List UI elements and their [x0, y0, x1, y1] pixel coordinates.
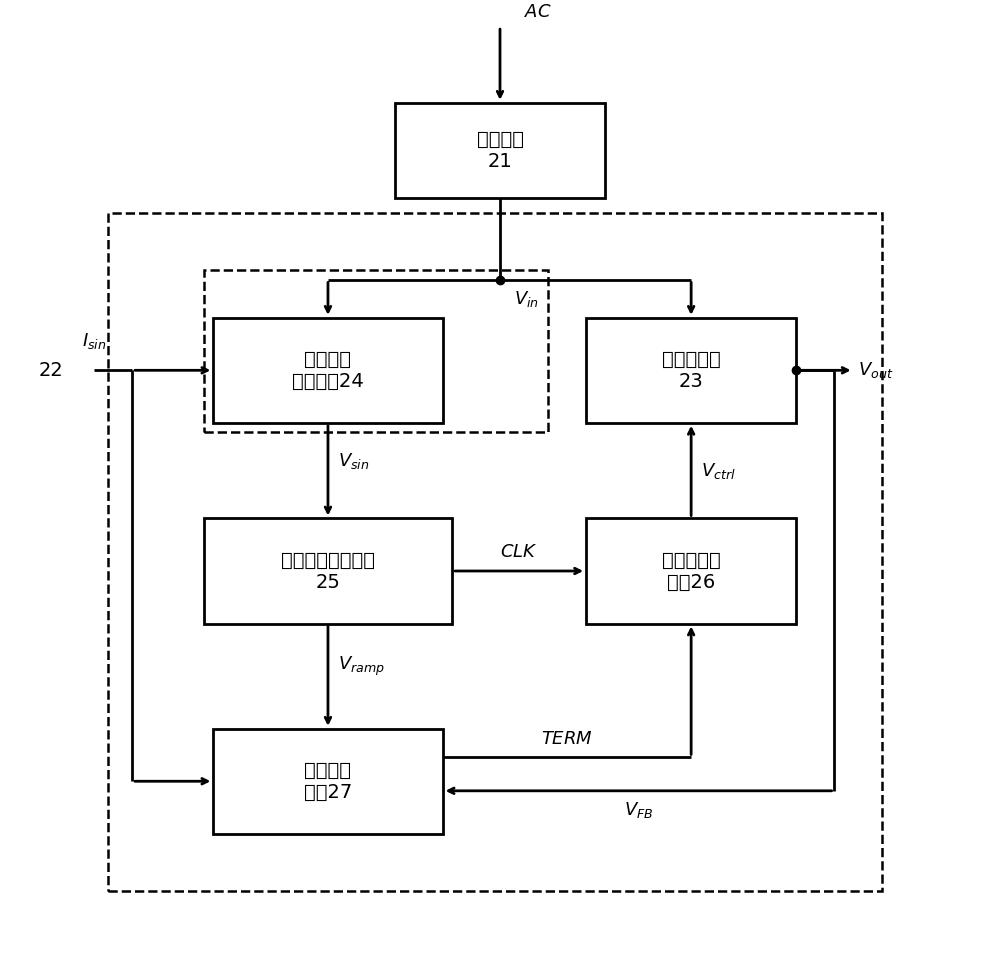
- Text: $V_{in}$: $V_{in}$: [514, 289, 539, 309]
- Text: $CLK$: $CLK$: [500, 544, 538, 561]
- Bar: [213, 318, 443, 422]
- Bar: [204, 518, 452, 624]
- Text: $TERM$: $TERM$: [541, 730, 593, 748]
- Text: $I_{sin}$: $I_{sin}$: [82, 331, 106, 351]
- Bar: [586, 318, 796, 422]
- Text: 电流调制
电路27: 电流调制 电路27: [304, 761, 352, 801]
- Bar: [395, 103, 605, 199]
- Bar: [204, 270, 548, 432]
- Bar: [586, 518, 796, 624]
- Text: $V_{ctrl}$: $V_{ctrl}$: [701, 460, 736, 481]
- Text: 中间信号发生电路
25: 中间信号发生电路 25: [281, 550, 375, 591]
- Text: 22: 22: [38, 360, 63, 380]
- Text: $V_{ramp}$: $V_{ramp}$: [338, 655, 384, 678]
- Bar: [213, 729, 443, 833]
- Text: $V_{out}$: $V_{out}$: [858, 360, 894, 380]
- Text: 功率级电路
23: 功率级电路 23: [662, 350, 721, 391]
- Text: 整流电路
21: 整流电路 21: [477, 130, 524, 171]
- Text: $V_{sin}$: $V_{sin}$: [338, 452, 369, 471]
- Text: $V_{FB}$: $V_{FB}$: [624, 800, 653, 821]
- Text: $AC$: $AC$: [524, 4, 552, 21]
- Text: 电感电流
采样电路24: 电感电流 采样电路24: [292, 350, 364, 391]
- Text: 逻辑和驱动
电路26: 逻辑和驱动 电路26: [662, 550, 721, 591]
